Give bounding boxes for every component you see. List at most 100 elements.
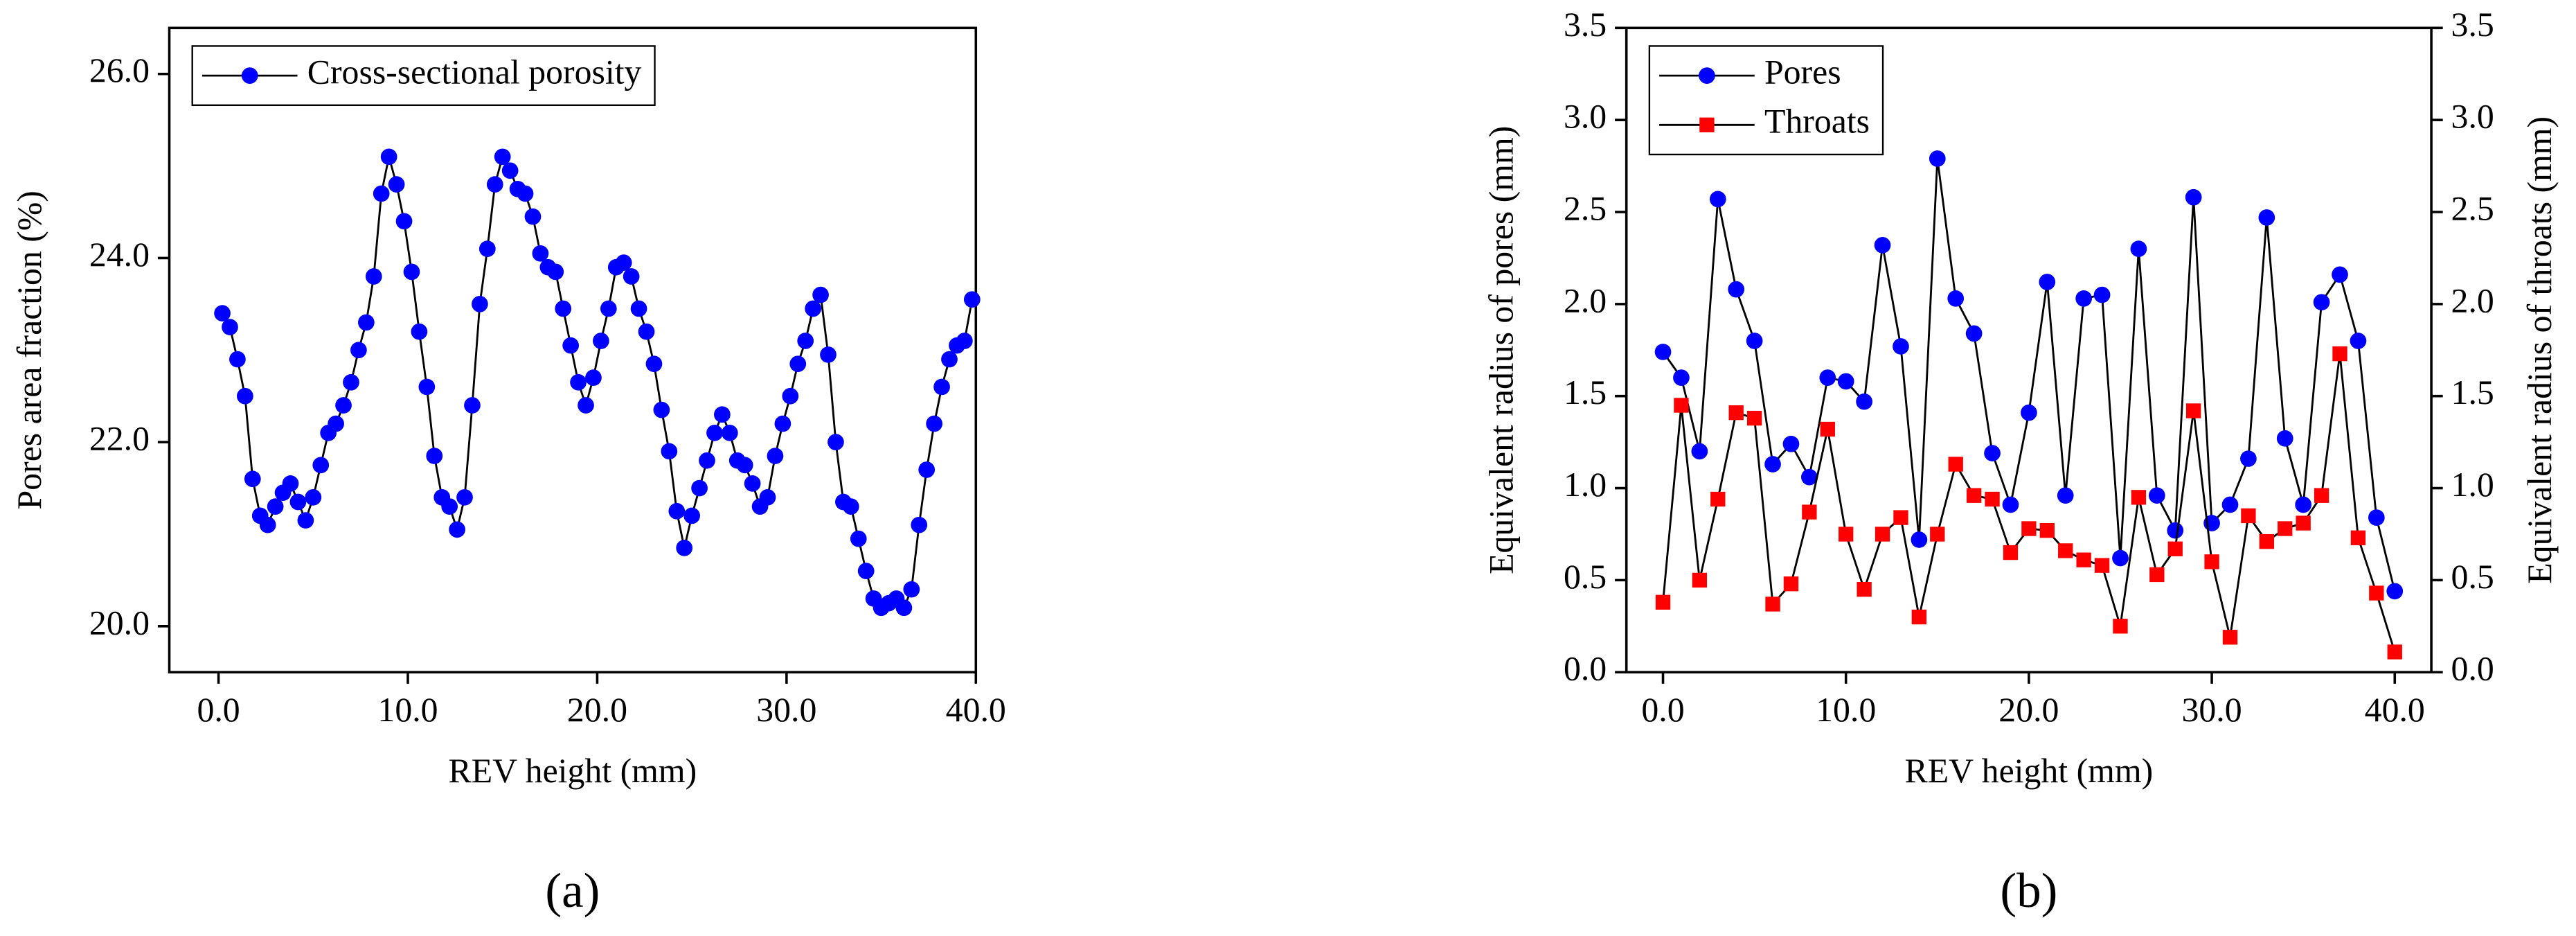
marker — [1984, 445, 2001, 461]
y-tick-label: 1.0 — [1564, 466, 1607, 504]
marker — [812, 286, 829, 303]
marker — [1655, 594, 1671, 610]
y-tick-label: 24.0 — [89, 236, 150, 274]
marker — [1837, 373, 1854, 390]
marker — [1819, 369, 1836, 387]
marker — [774, 415, 791, 432]
marker — [593, 333, 609, 349]
marker — [2076, 552, 2091, 567]
marker — [244, 470, 261, 488]
marker — [1765, 597, 1780, 612]
marker — [1893, 338, 1909, 355]
marker — [1948, 457, 1963, 472]
marker — [2130, 240, 2147, 258]
marker — [1710, 491, 1726, 507]
marker — [1802, 504, 1817, 520]
y-tick-label: 2.0 — [1564, 281, 1607, 319]
marker — [1699, 117, 1715, 132]
marker — [1929, 150, 1946, 167]
marker — [2258, 209, 2275, 226]
marker — [267, 498, 284, 515]
marker — [895, 599, 913, 617]
marker — [289, 493, 307, 511]
marker — [797, 333, 814, 349]
marker — [911, 516, 928, 533]
marker — [501, 162, 519, 179]
marker — [1801, 468, 1818, 486]
y2-tick-label: 3.0 — [2451, 98, 2494, 136]
plot: 0.0 10.0 20.0 30.0 40.0 0.0 0.5 1.0 1.5 2.0 2.5 3.0… — [1483, 6, 2559, 790]
x-axis-title: REV height (mm) — [1905, 752, 2154, 790]
legend-label: Cross-sectional porosity — [307, 53, 642, 91]
marker — [494, 148, 511, 166]
x-tick-label: 10.0 — [377, 691, 438, 729]
marker — [478, 240, 496, 258]
marker — [2003, 545, 2019, 560]
marker — [1820, 421, 1835, 437]
marker — [1746, 333, 1763, 349]
marker — [1699, 67, 1715, 84]
marker — [759, 488, 776, 506]
marker — [418, 378, 436, 396]
marker — [789, 355, 807, 373]
plot: 0.0 10.0 20.0 30.0 40.0 20.0 22.0 24.0 26.0 REV h… — [10, 26, 1006, 790]
marker — [2058, 543, 2073, 558]
marker — [2185, 188, 2202, 206]
marker — [903, 581, 920, 598]
marker — [2295, 496, 2312, 513]
marker — [600, 300, 617, 317]
marker — [1764, 456, 1781, 473]
marker — [2021, 404, 2037, 421]
marker — [403, 263, 420, 281]
marker — [282, 475, 299, 492]
marker — [1893, 510, 1908, 525]
marker — [357, 314, 375, 331]
marker — [2093, 286, 2111, 303]
y-tick-label: 2.5 — [1564, 189, 1607, 227]
y-tick-label: 3.0 — [1564, 98, 1607, 136]
marker — [638, 323, 655, 340]
marker — [661, 443, 678, 460]
marker — [241, 67, 258, 84]
y-tick-label: 20.0 — [89, 603, 150, 642]
marker — [2350, 333, 2367, 349]
y2-tick-label: 0.5 — [2451, 558, 2494, 596]
panel-label: (a) — [545, 864, 600, 918]
y-axis-title: Pores area fraction (%) — [10, 191, 48, 509]
marker — [926, 415, 942, 432]
marker — [1673, 369, 1690, 387]
marker — [2094, 558, 2110, 573]
marker — [456, 488, 473, 506]
marker — [1985, 491, 2000, 507]
marker — [2296, 515, 2311, 531]
marker — [1691, 443, 1708, 460]
marker — [2075, 290, 2093, 307]
marker — [222, 319, 238, 335]
marker — [699, 452, 715, 469]
marker — [744, 475, 761, 492]
marker — [2350, 530, 2366, 545]
x-axis-title: REV height (mm) — [449, 752, 697, 790]
legend: Cross-sectional porosity — [191, 45, 656, 107]
marker — [1874, 236, 1891, 254]
marker — [562, 337, 580, 354]
marker — [2057, 487, 2074, 504]
marker — [1783, 576, 1799, 592]
x-tick-label: 0.0 — [1641, 691, 1684, 729]
marker — [2148, 487, 2165, 504]
panel-label: (b) — [2000, 864, 2057, 918]
marker — [229, 351, 246, 368]
marker — [2369, 585, 2384, 601]
marker — [2112, 549, 2129, 567]
legend-label: Pores — [1764, 53, 1841, 91]
y2-tick-label: 0.0 — [2451, 650, 2494, 688]
marker — [1709, 191, 1726, 208]
legend: Pores Throats — [1648, 45, 1884, 156]
marker — [2039, 274, 2056, 290]
marker — [305, 488, 322, 506]
legend-box — [1648, 45, 1884, 156]
marker — [653, 401, 670, 418]
y-tick-label: 22.0 — [89, 420, 150, 458]
marker — [2332, 346, 2347, 362]
